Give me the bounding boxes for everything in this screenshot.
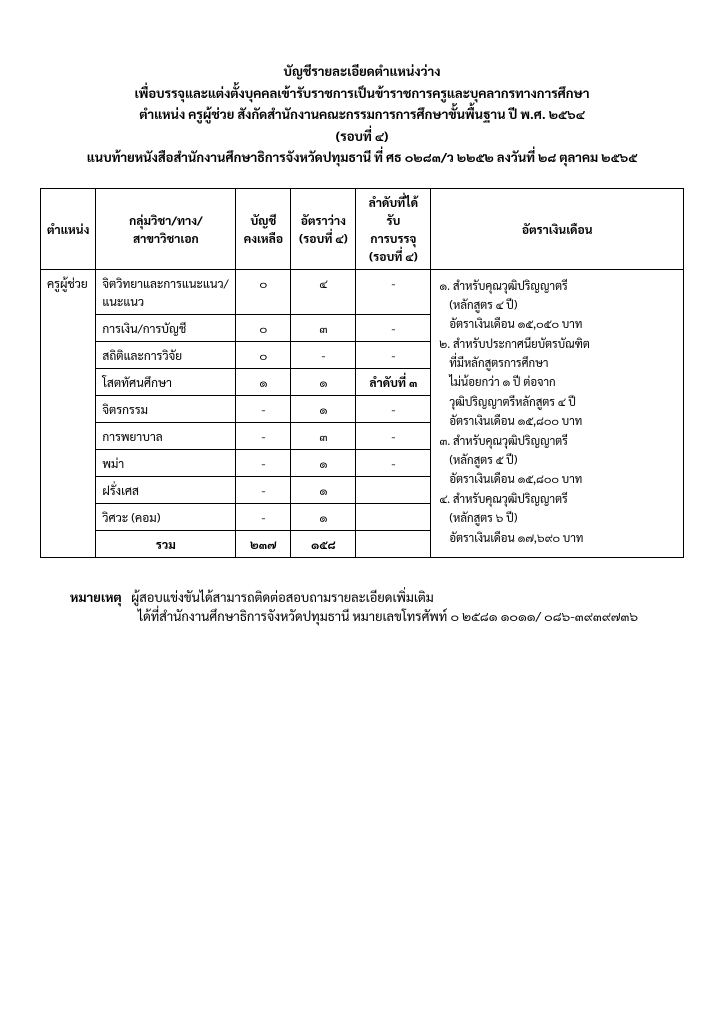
table-header-row: ตำแหน่ง กลุ่มวิชา/ทาง/ สาขาวิชาเอก บัญชี…: [41, 188, 684, 269]
subject-cell: การพยาบาล: [96, 422, 236, 449]
col-subject: กลุ่มวิชา/ทาง/ สาขาวิชาเอก: [96, 188, 236, 269]
subject-cell: สถิติและการวิจัย: [96, 341, 236, 368]
vacant-cell: ๑: [291, 368, 356, 395]
salary-cell: ๑. สำหรับคุณวุฒิปริญญาตรี (หลักสูตร ๔ ปี…: [431, 269, 684, 557]
subject-cell: พม่า: [96, 449, 236, 476]
vacancy-table: ตำแหน่ง กลุ่มวิชา/ทาง/ สาขาวิชาเอก บัญชี…: [40, 188, 684, 558]
vacant-cell: ๑: [291, 395, 356, 422]
remain-cell: -: [236, 476, 291, 503]
total-label: รวม: [96, 530, 236, 557]
col-vacant: อัตราว่าง (รอบที่ ๔): [291, 188, 356, 269]
vacant-cell: ๔: [291, 269, 356, 314]
rank-cell: -: [356, 314, 431, 341]
total-rank: [356, 530, 431, 557]
vacant-cell: ๑: [291, 503, 356, 530]
remain-cell: ๐: [236, 269, 291, 314]
rank-cell: -: [356, 269, 431, 314]
vacant-cell: ๓: [291, 422, 356, 449]
total-vacant: ๑๕๘: [291, 530, 356, 557]
table-row: ครูผู้ช่วย จิตวิทยาและการแนะแนว/แนะแนว ๐…: [41, 269, 684, 314]
footer-line-1: ผู้สอบแข่งขันได้สามารถติดต่อสอบถามรายละเ…: [131, 589, 434, 606]
col-rank: ลำดับที่ได้รับ การบรรจุ (รอบที่ ๔): [356, 188, 431, 269]
rank-cell: ลำดับที่ ๓: [356, 368, 431, 395]
col-position: ตำแหน่ง: [41, 188, 96, 269]
subject-cell: วิศวะ (คอม): [96, 503, 236, 530]
position-cell: ครูผู้ช่วย: [41, 269, 96, 557]
remain-cell: ๐: [236, 341, 291, 368]
remain-cell: ๑: [236, 368, 291, 395]
remain-cell: -: [236, 422, 291, 449]
rank-cell: -: [356, 449, 431, 476]
footer-note: หมายเหตุ ผู้สอบแข่งขันได้สามารถติดต่อสอบ…: [40, 588, 684, 627]
header-line-2: เพื่อบรรจุและแต่งตั้งบุคคลเข้ารับราชการเ…: [40, 84, 684, 104]
remain-cell: ๐: [236, 314, 291, 341]
vacant-cell: -: [291, 341, 356, 368]
header-line-1: บัญชีรายละเอียดตำแหน่งว่าง: [40, 62, 684, 82]
rank-cell: -: [356, 422, 431, 449]
vacant-cell: ๑: [291, 476, 356, 503]
vacant-cell: ๓: [291, 314, 356, 341]
header-line-4: (รอบที่ ๔): [40, 127, 684, 147]
col-remain: บัญชี คงเหลือ: [236, 188, 291, 269]
subject-cell: จิตวิทยาและการแนะแนว/แนะแนว: [96, 269, 236, 314]
total-remain: ๒๓๗: [236, 530, 291, 557]
header-line-3: ตำแหน่ง ครูผู้ช่วย สังกัดสำนักงานคณะกรรม…: [40, 105, 684, 125]
subject-cell: ฝรั่งเศส: [96, 476, 236, 503]
subject-cell: จิตรกรรม: [96, 395, 236, 422]
footer-label: หมายเหตุ: [70, 589, 122, 606]
rank-cell: [356, 476, 431, 503]
rank-cell: -: [356, 341, 431, 368]
remain-cell: -: [236, 503, 291, 530]
rank-cell: [356, 503, 431, 530]
subject-cell: โสตทัศนศึกษา: [96, 368, 236, 395]
remain-cell: -: [236, 395, 291, 422]
rank-cell: -: [356, 395, 431, 422]
page-header: บัญชีรายละเอียดตำแหน่งว่าง เพื่อบรรจุและ…: [40, 62, 684, 168]
col-salary: อัตราเงินเดือน: [431, 188, 684, 269]
subject-cell: การเงิน/การบัญชี: [96, 314, 236, 341]
remain-cell: -: [236, 449, 291, 476]
header-line-5: แนบท้ายหนังสือสำนักงานศึกษาธิการจังหวัดป…: [40, 148, 684, 168]
vacant-cell: ๑: [291, 449, 356, 476]
footer-line-2: ได้ที่สำนักงานศึกษาธิการจังหวัดปทุมธานี …: [70, 607, 684, 627]
